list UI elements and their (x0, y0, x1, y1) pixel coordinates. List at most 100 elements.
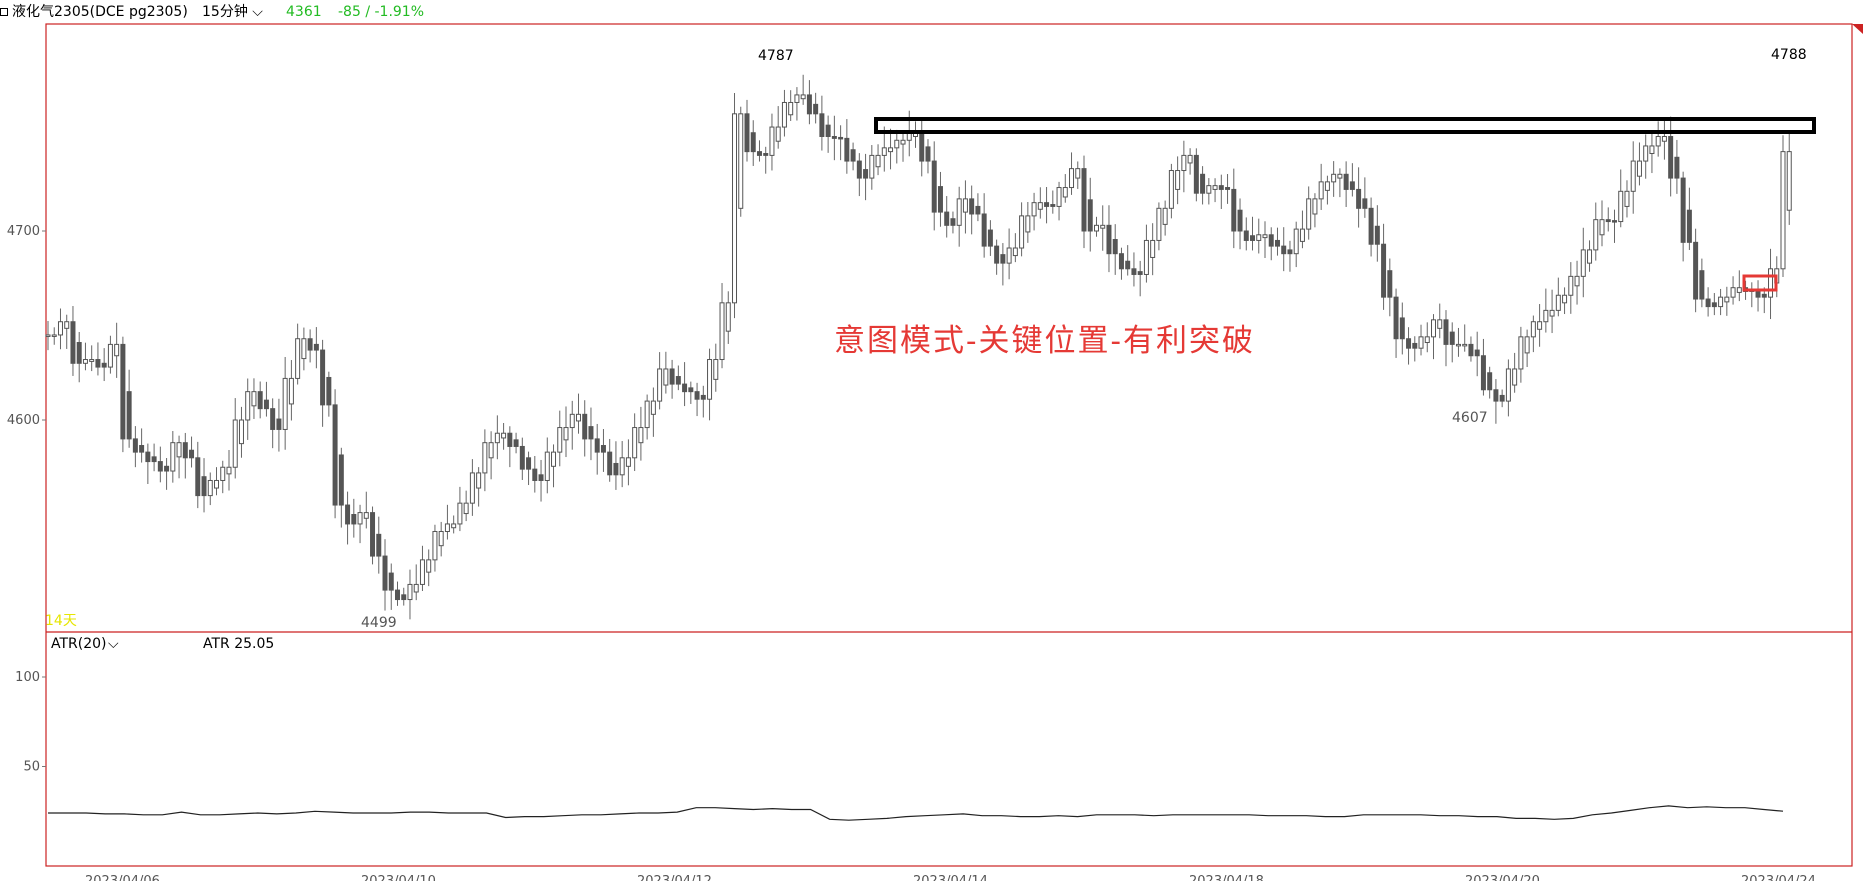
candle-body (1025, 215, 1031, 233)
candle-body (1037, 202, 1043, 210)
candle-body (1212, 185, 1218, 190)
candle-body (1274, 239, 1280, 247)
candle-body (313, 343, 319, 351)
candle-body (781, 101, 787, 128)
candle-body (950, 218, 956, 226)
candle-body (694, 391, 700, 400)
candle-body (838, 136, 844, 140)
high-label-2: 4788 (1771, 47, 1807, 63)
candle-body (1468, 343, 1474, 357)
candle-body (881, 147, 887, 156)
price-change: -85 / -1.91% (338, 4, 425, 20)
last-price: 4361 (286, 4, 322, 20)
candle-body (1449, 331, 1455, 345)
candle-body (613, 462, 619, 476)
candle-body (900, 139, 906, 145)
panel-frames (45, 23, 1863, 867)
candle-body (1349, 181, 1355, 190)
candle-body (1580, 249, 1586, 277)
candle-body (1175, 170, 1181, 190)
candle-body (538, 474, 544, 481)
candle-body (1655, 136, 1661, 147)
candle-body (707, 359, 713, 400)
candle-body (214, 479, 220, 489)
candle-body (1736, 287, 1742, 293)
candle-body (95, 359, 101, 368)
candle-body (345, 504, 351, 525)
candle-body (114, 343, 120, 357)
candle-body (750, 132, 756, 153)
candle-body (1512, 368, 1518, 386)
candle-body (370, 512, 376, 557)
candle-body (432, 531, 438, 561)
candle-body (669, 368, 675, 385)
candle-body (1674, 156, 1680, 179)
candle-body (288, 377, 294, 405)
candle-body (1387, 270, 1393, 298)
candle-body (1530, 321, 1536, 338)
candle-body (1537, 321, 1543, 330)
x-tick-label-0: 2023/04/06 (85, 874, 160, 881)
chart-frame (45, 23, 1853, 867)
candle-body (64, 321, 70, 329)
candle-body (719, 302, 725, 361)
candle-body (1156, 207, 1162, 241)
candle-body (145, 451, 151, 463)
candle-body (107, 343, 113, 368)
candle-body (1093, 224, 1099, 232)
candle-body (975, 205, 981, 215)
candle-body (1424, 336, 1430, 344)
candle-body (1661, 136, 1667, 142)
low-label-2: 4607 (1452, 410, 1488, 426)
candle-body (1187, 154, 1193, 164)
candle-body (1206, 185, 1212, 194)
candle-body (544, 451, 550, 481)
candle-body (1587, 249, 1593, 264)
candle-body (1711, 302, 1717, 308)
candle-body (494, 432, 500, 444)
atr-indicator-name[interactable]: ATR(20) (51, 636, 107, 652)
candle-body (238, 419, 244, 445)
candle-body (1012, 247, 1018, 257)
atr-tick-label-0: 50 (23, 760, 40, 775)
candle-body (1412, 342, 1418, 349)
candle-body (1044, 202, 1050, 207)
candle-body (962, 198, 968, 213)
candle-body (1549, 309, 1555, 317)
candle-body (863, 169, 869, 179)
instrument-name[interactable]: 液化气2305(DCE pg2305) (12, 4, 188, 20)
candle-body (157, 461, 163, 472)
atr-dropdown-icon[interactable]: ⌵ (108, 636, 119, 652)
candle-body (713, 359, 719, 380)
candle-body (438, 531, 444, 547)
candle-body (1256, 234, 1262, 241)
candle-body (688, 387, 694, 393)
candle-body (513, 439, 519, 447)
candle-body (1243, 230, 1249, 241)
candle-body (76, 342, 82, 364)
candle-body (650, 400, 656, 415)
x-tick-label-6: 2023/04/24 (1741, 874, 1816, 881)
candle-body (295, 338, 301, 379)
candle-body (463, 502, 469, 515)
symbol-menu-icon[interactable] (0, 8, 8, 16)
candle-body (1543, 309, 1549, 323)
y-tick-label-1: 4700 (7, 224, 40, 239)
candle-body (170, 442, 176, 472)
candle-body (1150, 239, 1156, 258)
timeframe-selector[interactable]: 15分钟 ⌵ (202, 4, 263, 20)
candle-body (1699, 270, 1705, 300)
candle-body (644, 400, 650, 429)
candle-body (1125, 260, 1131, 270)
candle-body (1393, 296, 1399, 340)
candle-body (1680, 177, 1686, 243)
candle-body (1618, 190, 1624, 223)
candle-body (363, 512, 369, 519)
candle-body (451, 523, 457, 529)
candle-body (875, 154, 881, 168)
candle-body (1231, 188, 1237, 232)
candle-body (1006, 247, 1012, 264)
candle-body (994, 245, 1000, 264)
candle-body (1724, 296, 1730, 303)
